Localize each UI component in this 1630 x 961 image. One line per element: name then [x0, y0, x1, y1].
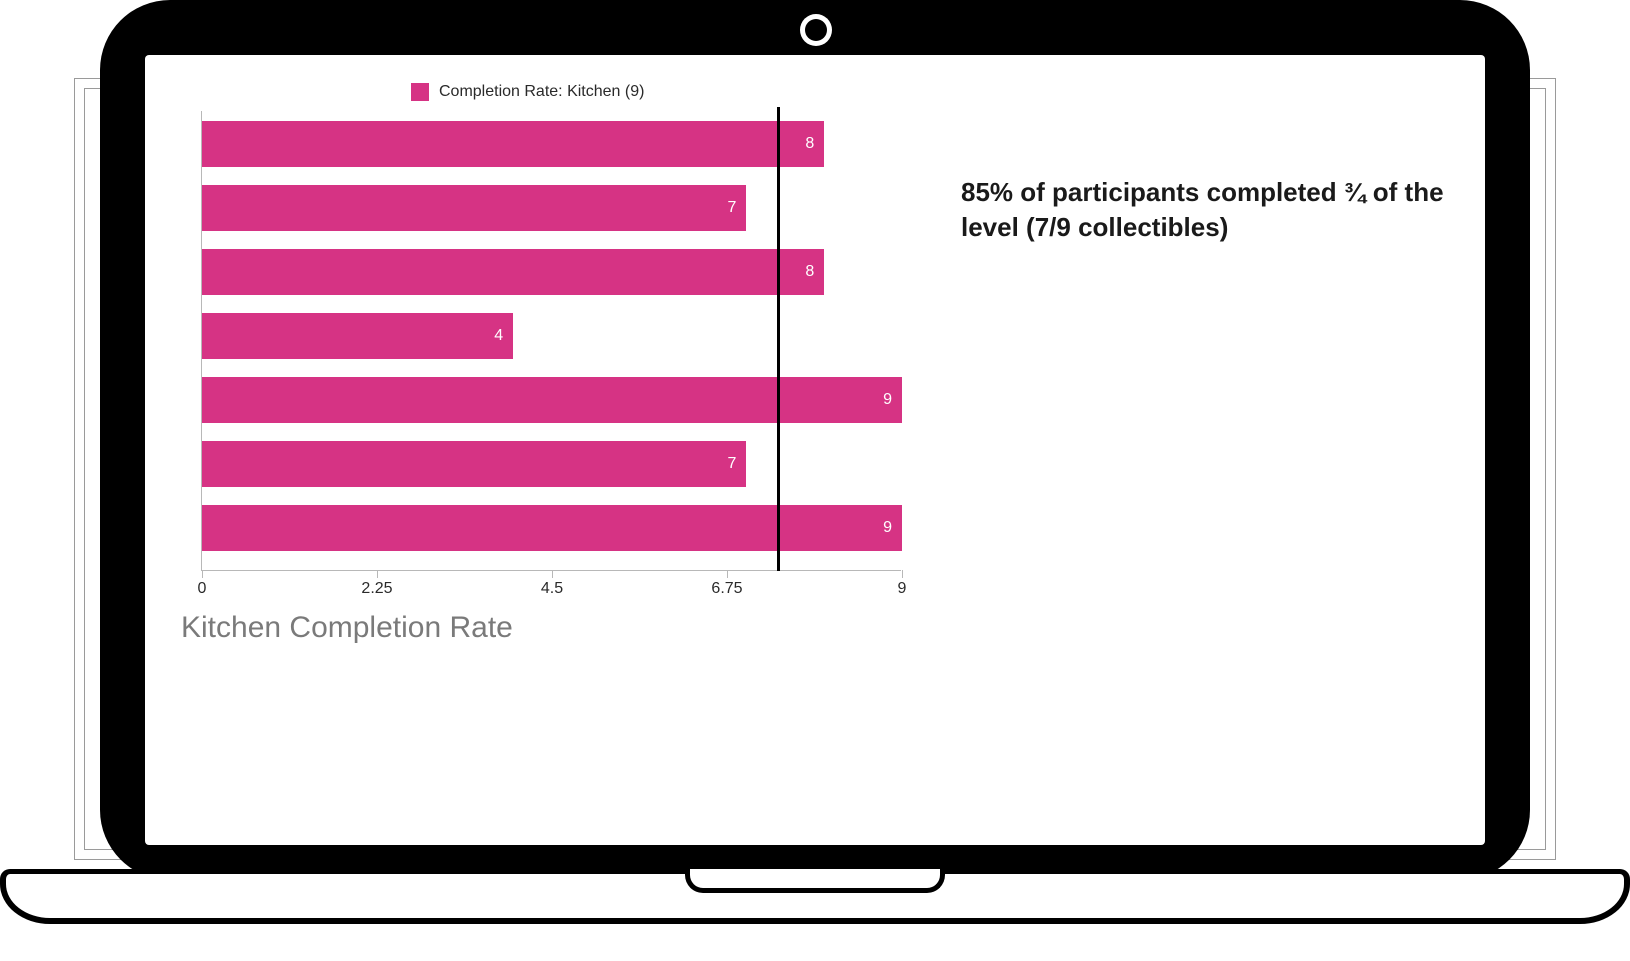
chart-bar: 8: [202, 121, 824, 167]
legend-swatch-icon: [411, 83, 429, 101]
camera-icon: [805, 19, 827, 41]
xtick-mark: [377, 570, 378, 578]
content-row: Completion Rate: Kitchen (9) Average 878…: [181, 83, 1449, 571]
callout-text: 85% of participants completed ¾ of the l…: [961, 175, 1449, 245]
xtick-mark: [552, 570, 553, 578]
xtick-label: 2.25: [361, 580, 392, 598]
xtick-label: 9: [898, 580, 907, 598]
text-column: 85% of participants completed ¾ of the l…: [921, 83, 1449, 571]
chart-bar-value: 7: [728, 455, 737, 473]
laptop-screen: Completion Rate: Kitchen (9) Average 878…: [145, 55, 1485, 845]
xtick-label: 4.5: [541, 580, 563, 598]
chart-bar-value: 9: [883, 519, 892, 537]
xtick-label: 6.75: [711, 580, 742, 598]
chart-bar: 7: [202, 441, 746, 487]
xtick-mark: [727, 570, 728, 578]
average-line: [777, 107, 780, 571]
xtick-mark: [202, 570, 203, 578]
chart-bar: 9: [202, 505, 902, 551]
canvas: Completion Rate: Kitchen (9) Average 878…: [0, 0, 1630, 961]
chart-legend: Completion Rate: Kitchen (9): [411, 83, 921, 101]
slide-caption: Kitchen Completion Rate: [181, 611, 1449, 645]
chart-bar: 7: [202, 185, 746, 231]
chart-bar: 4: [202, 313, 513, 359]
chart-bar-value: 9: [883, 391, 892, 409]
chart-bar-value: 4: [494, 327, 503, 345]
slide-content: Completion Rate: Kitchen (9) Average 878…: [145, 55, 1485, 845]
chart-column: Completion Rate: Kitchen (9) Average 878…: [181, 83, 921, 571]
chart-plot-wrap: Average 878497902.254.56.759: [181, 111, 921, 571]
chart-bar-value: 8: [805, 135, 814, 153]
xtick-mark: [902, 570, 903, 578]
chart-bar: 8: [202, 249, 824, 295]
xtick-label: 0: [198, 580, 207, 598]
chart-bar-value: 8: [805, 263, 814, 281]
chart-bar: 9: [202, 377, 902, 423]
chart-bar-value: 7: [728, 199, 737, 217]
chart-plot: 878497902.254.56.759: [201, 111, 901, 571]
legend-label: Completion Rate: Kitchen (9): [439, 83, 644, 101]
trackpad-notch: [685, 869, 945, 893]
